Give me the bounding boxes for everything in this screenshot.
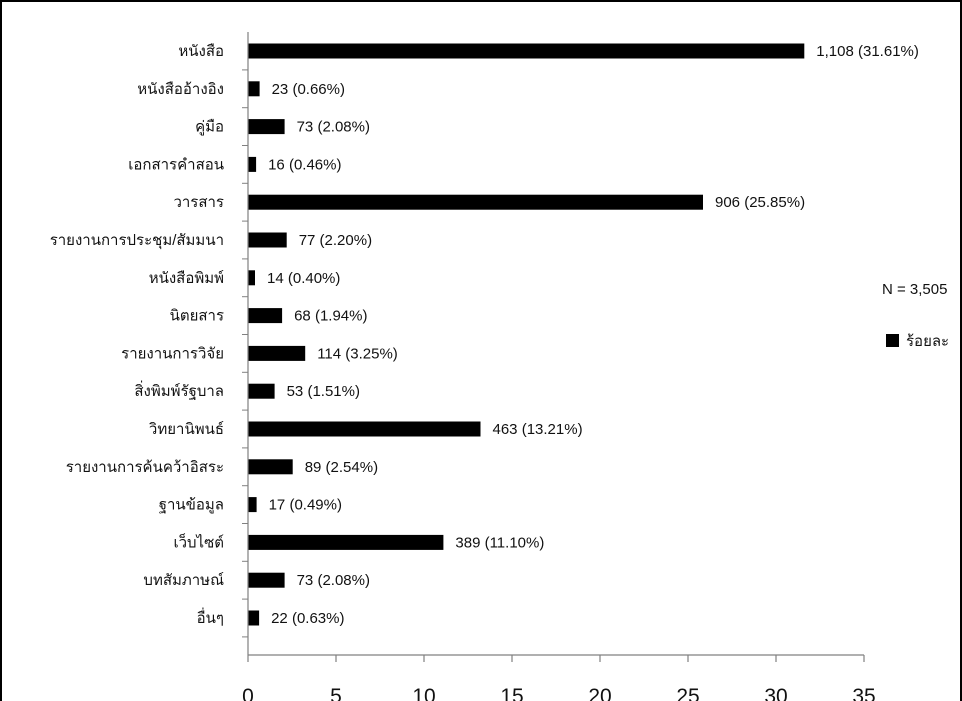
bar <box>248 497 257 513</box>
category-label: นิตยสาร <box>170 308 224 325</box>
bar <box>248 156 257 172</box>
category-label: อื่นๆ <box>197 607 224 627</box>
data-label: 23 (0.66%) <box>272 81 345 98</box>
x-tick-label: 10 <box>412 685 435 701</box>
data-label: 77 (2.20%) <box>299 232 372 249</box>
bar <box>248 534 444 550</box>
category-label: คู่มือ <box>195 119 224 136</box>
data-label: 22 (0.63%) <box>271 610 344 627</box>
legend: N = 3,505 ร้อยละ <box>882 281 949 350</box>
data-label: 53 (1.51%) <box>287 383 360 400</box>
legend-sample-size: N = 3,505 <box>882 281 947 298</box>
x-tick-label: 0 <box>242 685 254 701</box>
bar <box>248 572 285 588</box>
category-label: หนังสือ <box>178 43 224 60</box>
category-label: รายงานการวิจัย <box>121 345 224 362</box>
data-label: 68 (1.94%) <box>294 308 367 325</box>
data-label: 389 (11.10%) <box>455 534 544 551</box>
data-label: 17 (0.49%) <box>269 497 342 514</box>
category-label: วารสาร <box>173 194 224 211</box>
category-label: บทสัมภาษณ์ <box>143 572 224 589</box>
bar <box>248 43 805 59</box>
data-labels-layer: 1,108 (31.61%) 23 (0.66%) 73 (2.08%) 16 (0.… <box>267 43 919 627</box>
x-tick-label: 30 <box>764 685 787 701</box>
x-tick-label: 25 <box>676 685 699 701</box>
category-label: รายงานการค้นคว้าอิสระ <box>66 459 224 476</box>
legend-label: ร้อยละ <box>906 333 949 350</box>
category-label: เอกสารคำสอน <box>128 156 224 173</box>
x-tick-label: 15 <box>500 685 523 701</box>
data-label: 16 (0.46%) <box>268 156 341 173</box>
category-label: หนังสือพิมพ์ <box>149 270 224 287</box>
bar <box>248 119 285 135</box>
category-label: ฐานข้อมูล <box>159 497 224 514</box>
bar <box>248 459 293 475</box>
category-labels-layer: หนังสือหนังสืออ้างอิงคู่มือเอกสารคำสอนวา… <box>50 43 224 627</box>
bar <box>248 270 255 286</box>
bar <box>248 383 275 399</box>
category-label: สิ่งพิมพ์รัฐบาล <box>134 380 224 400</box>
bar <box>248 345 306 361</box>
bar <box>248 421 481 437</box>
x-tick-label: 5 <box>330 685 342 701</box>
category-label: รายงานการประชุม/สัมมนา <box>50 232 224 250</box>
data-label: 73 (2.08%) <box>297 572 370 589</box>
data-label: 463 (13.21%) <box>493 421 583 438</box>
bar <box>248 308 283 324</box>
bar <box>248 194 703 210</box>
bar <box>248 232 287 248</box>
bar <box>248 610 260 626</box>
x-tick-label: 20 <box>588 685 611 701</box>
bar <box>248 81 260 97</box>
legend-swatch <box>886 334 899 347</box>
bars-layer <box>248 43 805 626</box>
data-label: 906 (25.85%) <box>715 194 805 211</box>
data-label: 1,108 (31.61%) <box>816 43 919 60</box>
category-label: หนังสืออ้างอิง <box>137 81 224 98</box>
x-tick-label: 35 <box>852 685 875 701</box>
category-label: เว็บไซต์ <box>173 532 224 551</box>
data-label: 73 (2.08%) <box>297 119 370 136</box>
data-label: 114 (3.25%) <box>317 345 398 362</box>
data-label: 14 (0.40%) <box>267 270 340 287</box>
category-label: วิทยานิพนธ์ <box>148 421 224 438</box>
axes-layer: 0 5 10 15 20 25 30 35 <box>242 32 876 701</box>
data-label: 89 (2.54%) <box>305 459 378 476</box>
